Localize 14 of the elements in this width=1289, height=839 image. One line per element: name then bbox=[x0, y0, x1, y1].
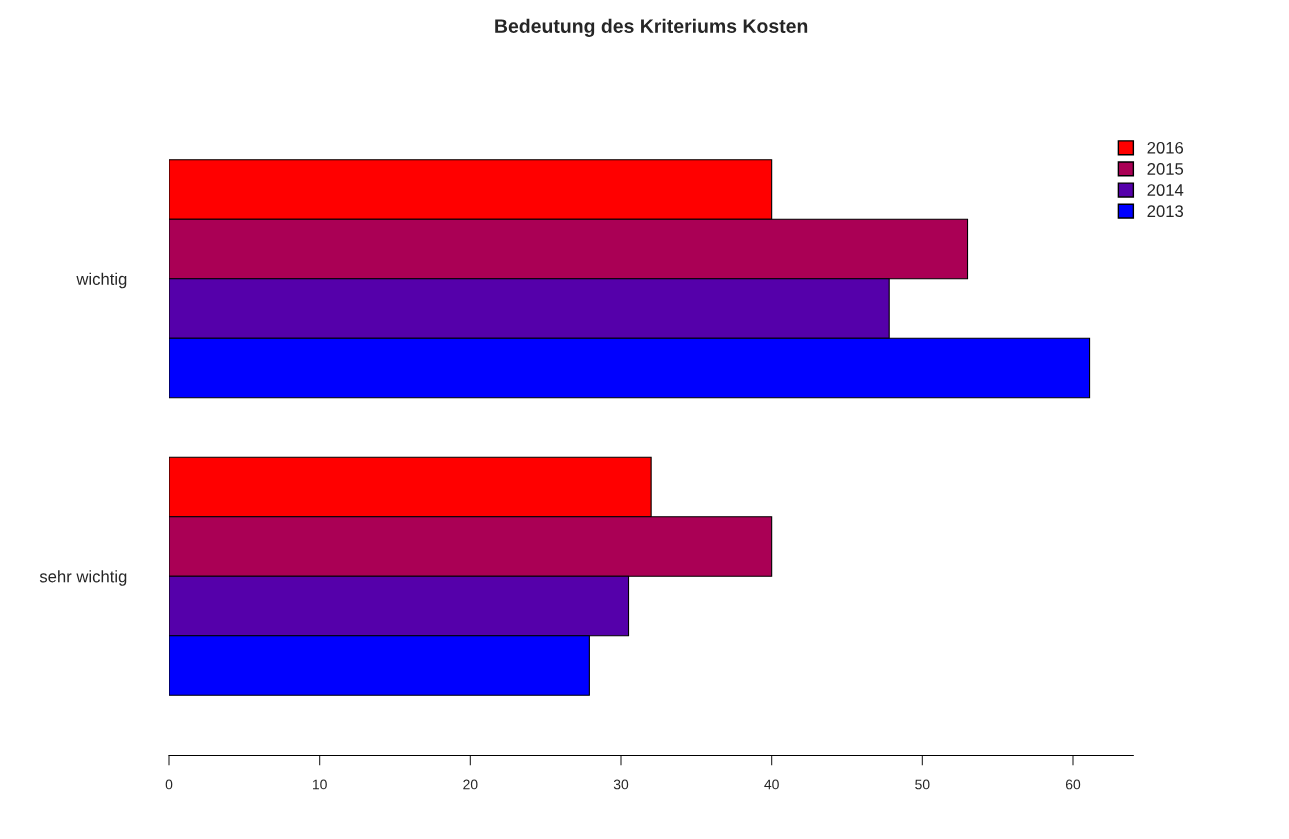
x-tick-label: 40 bbox=[764, 779, 779, 790]
chart-title: Bedeutung des Kriteriums Kosten bbox=[495, 18, 808, 37]
legend-label: 2013 bbox=[1147, 205, 1184, 218]
x-tick-label: 10 bbox=[313, 779, 327, 790]
x-tick-label: 20 bbox=[463, 779, 478, 790]
y-tick-label: sehr wichtig bbox=[39, 570, 127, 586]
legend-label: 2016 bbox=[1147, 141, 1184, 154]
y-tick-label: wichtig bbox=[76, 272, 127, 289]
x-tick-label: 50 bbox=[915, 779, 930, 790]
x-tick-label: 0 bbox=[165, 779, 173, 790]
legend-label: 2014 bbox=[1147, 184, 1184, 196]
x-tick-label: 60 bbox=[1065, 779, 1081, 790]
legend-label: 2015 bbox=[1147, 163, 1184, 175]
x-tick-label: 30 bbox=[613, 779, 629, 790]
